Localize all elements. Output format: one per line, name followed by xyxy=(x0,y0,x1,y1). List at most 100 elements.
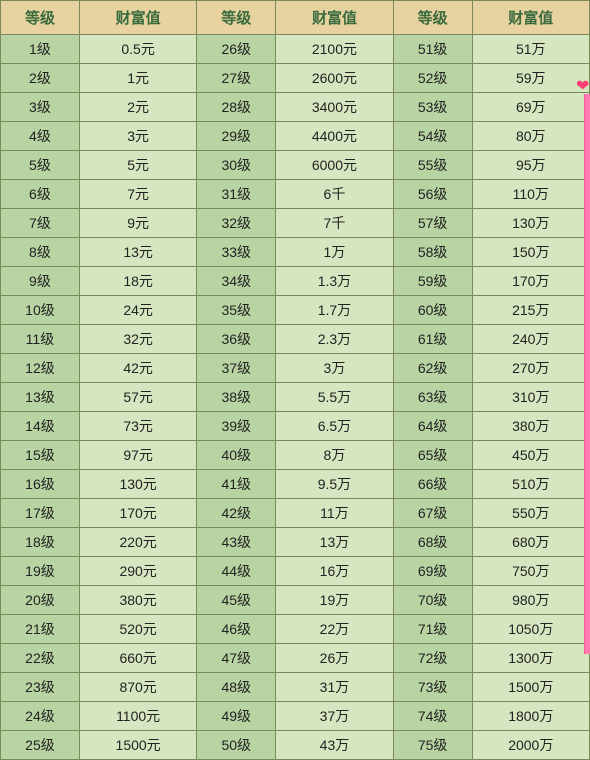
level-cell: 16级 xyxy=(1,470,80,499)
level-cell: 54级 xyxy=(393,122,472,151)
wealth-cell: 380元 xyxy=(79,586,196,615)
wealth-cell: 1万 xyxy=(276,238,393,267)
wealth-cell: 450万 xyxy=(472,441,589,470)
wealth-cell: 310万 xyxy=(472,383,589,412)
wealth-cell: 43万 xyxy=(276,731,393,760)
wealth-cell: 6.5万 xyxy=(276,412,393,441)
wealth-cell: 16万 xyxy=(276,557,393,586)
wealth-cell: 13元 xyxy=(79,238,196,267)
level-cell: 67级 xyxy=(393,499,472,528)
level-cell: 50级 xyxy=(197,731,276,760)
level-cell: 58级 xyxy=(393,238,472,267)
wealth-cell: 5.5万 xyxy=(276,383,393,412)
level-cell: 22级 xyxy=(1,644,80,673)
level-cell: 45级 xyxy=(197,586,276,615)
table-row: 13级57元38级5.5万63级310万 xyxy=(1,383,590,412)
wealth-cell: 37万 xyxy=(276,702,393,731)
wealth-cell: 26万 xyxy=(276,644,393,673)
wealth-cell: 130万 xyxy=(472,209,589,238)
level-cell: 19级 xyxy=(1,557,80,586)
table-row: 24级1100元49级37万74级1800万 xyxy=(1,702,590,731)
level-cell: 49级 xyxy=(197,702,276,731)
wealth-cell: 97元 xyxy=(79,441,196,470)
table-row: 18级220元43级13万68级680万 xyxy=(1,528,590,557)
wealth-cell: 7元 xyxy=(79,180,196,209)
level-cell: 26级 xyxy=(197,35,276,64)
level-cell: 36级 xyxy=(197,325,276,354)
table-row: 21级520元46级22万71级1050万 xyxy=(1,615,590,644)
level-cell: 48级 xyxy=(197,673,276,702)
table-row: 14级73元39级6.5万64级380万 xyxy=(1,412,590,441)
level-cell: 24级 xyxy=(1,702,80,731)
table-row: 15级97元40级8万65级450万 xyxy=(1,441,590,470)
table-row: 9级18元34级1.3万59级170万 xyxy=(1,267,590,296)
table-row: 4级3元29级4400元54级80万 xyxy=(1,122,590,151)
level-cell: 41级 xyxy=(197,470,276,499)
level-cell: 71级 xyxy=(393,615,472,644)
wealth-cell: 980万 xyxy=(472,586,589,615)
col-header-wealth-1: 财富值 xyxy=(79,1,196,35)
wealth-cell: 3万 xyxy=(276,354,393,383)
level-cell: 52级 xyxy=(393,64,472,93)
wealth-cell: 750万 xyxy=(472,557,589,586)
wealth-cell: 680万 xyxy=(472,528,589,557)
level-cell: 21级 xyxy=(1,615,80,644)
wealth-cell: 270万 xyxy=(472,354,589,383)
table-row: 1级0.5元26级2100元51级51万 xyxy=(1,35,590,64)
level-cell: 20级 xyxy=(1,586,80,615)
level-cell: 13级 xyxy=(1,383,80,412)
wealth-cell: 520元 xyxy=(79,615,196,644)
table-row: 12级42元37级3万62级270万 xyxy=(1,354,590,383)
wealth-cell: 1.3万 xyxy=(276,267,393,296)
wealth-cell: 1500元 xyxy=(79,731,196,760)
level-cell: 2级 xyxy=(1,64,80,93)
level-cell: 5级 xyxy=(1,151,80,180)
wealth-cell: 80万 xyxy=(472,122,589,151)
table-row: 25级1500元50级43万75级2000万 xyxy=(1,731,590,760)
level-cell: 44级 xyxy=(197,557,276,586)
table-row: 20级380元45级19万70级980万 xyxy=(1,586,590,615)
level-cell: 56级 xyxy=(393,180,472,209)
col-header-level-3: 等级 xyxy=(393,1,472,35)
wealth-cell: 31万 xyxy=(276,673,393,702)
level-cell: 66级 xyxy=(393,470,472,499)
wealth-cell: 380万 xyxy=(472,412,589,441)
wealth-cell: 215万 xyxy=(472,296,589,325)
level-cell: 34级 xyxy=(197,267,276,296)
level-cell: 6级 xyxy=(1,180,80,209)
level-cell: 12级 xyxy=(1,354,80,383)
level-cell: 7级 xyxy=(1,209,80,238)
wealth-cell: 1300万 xyxy=(472,644,589,673)
table-header-row: 等级 财富值 等级 财富值 等级 财富值 xyxy=(1,1,590,35)
wealth-cell: 6千 xyxy=(276,180,393,209)
wealth-cell: 2000万 xyxy=(472,731,589,760)
wealth-cell: 32元 xyxy=(79,325,196,354)
wealth-cell: 3400元 xyxy=(276,93,393,122)
wealth-cell: 24元 xyxy=(79,296,196,325)
wealth-cell: 1500万 xyxy=(472,673,589,702)
wealth-cell: 1800万 xyxy=(472,702,589,731)
table-row: 10级24元35级1.7万60级215万 xyxy=(1,296,590,325)
wealth-cell: 1100元 xyxy=(79,702,196,731)
wealth-level-table: 等级 财富值 等级 财富值 等级 财富值 1级0.5元26级2100元51级51… xyxy=(0,0,590,760)
level-cell: 10级 xyxy=(1,296,80,325)
level-cell: 57级 xyxy=(393,209,472,238)
wealth-cell: 150万 xyxy=(472,238,589,267)
table-row: 8级13元33级1万58级150万 xyxy=(1,238,590,267)
level-cell: 23级 xyxy=(1,673,80,702)
wealth-cell: 73元 xyxy=(79,412,196,441)
level-cell: 14级 xyxy=(1,412,80,441)
level-cell: 39级 xyxy=(197,412,276,441)
level-cell: 35级 xyxy=(197,296,276,325)
level-cell: 15级 xyxy=(1,441,80,470)
level-cell: 55级 xyxy=(393,151,472,180)
level-cell: 64级 xyxy=(393,412,472,441)
level-cell: 28级 xyxy=(197,93,276,122)
wealth-cell: 0.5元 xyxy=(79,35,196,64)
level-cell: 31级 xyxy=(197,180,276,209)
level-cell: 17级 xyxy=(1,499,80,528)
wealth-cell: 95万 xyxy=(472,151,589,180)
level-cell: 33级 xyxy=(197,238,276,267)
wealth-cell: 4400元 xyxy=(276,122,393,151)
wealth-cell: 1.7万 xyxy=(276,296,393,325)
